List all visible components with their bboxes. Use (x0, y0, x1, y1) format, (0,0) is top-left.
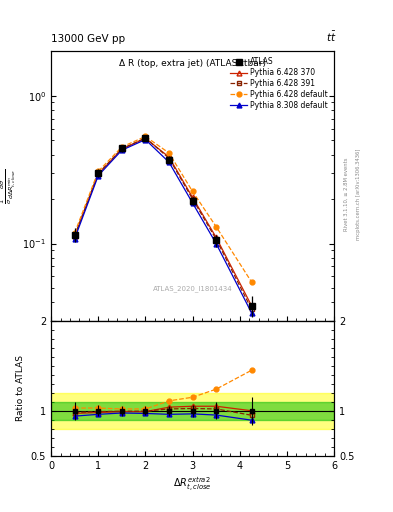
Text: mcplots.cern.ch [arXiv:1306.3436]: mcplots.cern.ch [arXiv:1306.3436] (356, 149, 361, 240)
Text: 13000 GeV pp: 13000 GeV pp (51, 33, 125, 44)
Text: Δ R (top, extra jet) (ATLAS ttbar): Δ R (top, extra jet) (ATLAS ttbar) (119, 59, 266, 68)
Y-axis label: Ratio to ATLAS: Ratio to ATLAS (16, 355, 25, 421)
Bar (51, 393, 334, 429)
Y-axis label: $\frac{1}{\sigma}\frac{d\sigma}{d\Delta R_{t,close}^{min}}$: $\frac{1}{\sigma}\frac{d\sigma}{d\Delta … (0, 168, 17, 204)
Text: ATLAS_2020_I1801434: ATLAS_2020_I1801434 (153, 285, 232, 292)
Text: Rivet 3.1.10, ≥ 2.8M events: Rivet 3.1.10, ≥ 2.8M events (344, 158, 349, 231)
Legend: ATLAS, Pythia 6.428 370, Pythia 6.428 391, Pythia 6.428 default, Pythia 8.308 de: ATLAS, Pythia 6.428 370, Pythia 6.428 39… (228, 55, 330, 112)
Bar (51, 402, 334, 420)
Text: $t\bar{t}$: $t\bar{t}$ (325, 29, 336, 44)
X-axis label: $\Delta R_{t,close}^{extra2}$: $\Delta R_{t,close}^{extra2}$ (173, 476, 212, 494)
